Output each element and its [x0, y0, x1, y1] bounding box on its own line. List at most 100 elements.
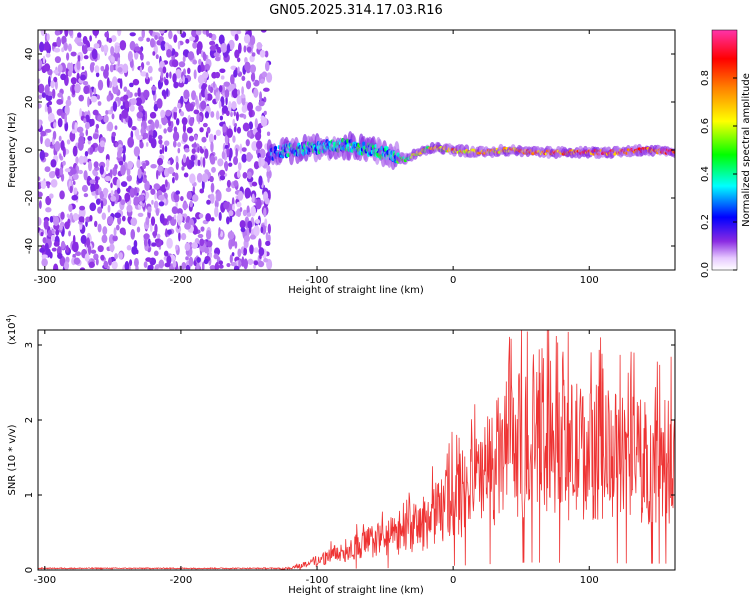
noise-speck: [233, 69, 238, 78]
noise-speck: [90, 118, 95, 126]
noise-speck: [263, 110, 267, 116]
noise-speck: [38, 200, 42, 209]
noise-speck: [192, 59, 198, 65]
noise-speck: [39, 150, 45, 161]
noise-speck: [94, 65, 100, 73]
noise-speck: [55, 169, 60, 177]
noise-speck: [258, 100, 265, 107]
noise-speck: [107, 215, 114, 225]
noise-speck: [247, 220, 253, 229]
noise-speck: [186, 156, 190, 165]
noise-speck: [53, 263, 59, 270]
colorbar-ticks: 0.0 0.2 0.4 0.6 0.8: [700, 70, 737, 278]
noise-speck: [66, 139, 71, 145]
noise-speck: [50, 234, 56, 242]
noise-speck: [110, 195, 117, 202]
noise-speck: [265, 240, 271, 246]
noise-speck: [94, 220, 98, 228]
noise-speck: [79, 205, 86, 211]
noise-speck: [106, 94, 111, 102]
noise-speck: [41, 92, 47, 98]
noise-speck: [95, 258, 99, 266]
noise-speck: [221, 151, 226, 160]
noise-speck: [83, 170, 88, 181]
noise-speck: [195, 30, 202, 36]
noise-speck: [119, 227, 126, 235]
noise-speck: [114, 163, 118, 170]
noise-speck: [197, 146, 200, 153]
noise-speck: [156, 169, 159, 180]
noise-speck: [92, 170, 99, 177]
noise-speck: [259, 91, 263, 102]
noise-speck: [105, 110, 109, 115]
noise-speck: [119, 113, 122, 121]
noise-speck: [99, 140, 106, 148]
noise-speck: [182, 75, 185, 84]
noise-speck: [153, 250, 159, 257]
noise-speck: [103, 68, 109, 79]
noise-speck: [185, 103, 192, 112]
noise-speck: [219, 115, 224, 121]
noise-speck: [158, 124, 162, 129]
noise-speck: [220, 42, 228, 53]
noise-speck: [40, 180, 47, 189]
noise-speck: [90, 182, 96, 193]
snr-y-tick-label: 1: [24, 492, 35, 498]
noise-speck: [261, 71, 268, 78]
noise-speck: [223, 201, 230, 210]
noise-speck: [173, 34, 178, 43]
spectrogram-y-ticks: -40 -20 0 20 40: [24, 48, 675, 254]
noise-speck: [117, 78, 122, 83]
noise-speck: [177, 147, 181, 154]
noise-speck: [155, 54, 159, 60]
noise-speck: [198, 213, 204, 219]
noise-speck: [98, 115, 104, 120]
noise-speck: [87, 232, 91, 238]
noise-speck: [173, 126, 178, 133]
noise-speck: [145, 216, 150, 226]
noise-speck: [114, 45, 119, 54]
noise-speck: [204, 88, 208, 98]
noise-speck: [97, 79, 104, 91]
noise-speck: [253, 161, 260, 170]
snr-y-multiplier: (x104): [5, 314, 18, 345]
noise-speck: [158, 67, 163, 72]
noise-speck: [199, 156, 204, 167]
noise-speck: [233, 111, 237, 117]
noise-speck: [223, 161, 228, 170]
noise-speck: [79, 107, 82, 118]
noise-speck: [244, 61, 251, 72]
noise-speck: [172, 260, 177, 268]
noise-speck: [210, 111, 215, 118]
noise-speck: [206, 199, 211, 205]
noise-speck: [210, 217, 215, 222]
noise-speck: [230, 238, 236, 247]
noise-speck: [251, 52, 256, 57]
noise-speck: [44, 104, 48, 113]
noise-speck: [145, 257, 152, 262]
spectrogram-y-axis-label: Frequency (Hz): [7, 112, 18, 188]
noise-speck: [242, 171, 248, 179]
noise-speck: [255, 140, 263, 150]
noise-speck: [243, 258, 249, 270]
noise-speck: [173, 106, 178, 113]
noise-speck: [132, 78, 140, 86]
noise-speck: [94, 193, 98, 200]
noise-speck: [199, 127, 204, 133]
noise-speck: [175, 69, 182, 79]
noise-speck: [208, 84, 211, 92]
noise-speck: [45, 52, 51, 58]
noise-speck: [56, 98, 63, 105]
noise-speck: [172, 177, 175, 184]
noise-speck: [135, 97, 143, 106]
noise-speck: [196, 172, 203, 183]
noise-speck: [126, 204, 133, 213]
noise-speck: [85, 129, 89, 136]
noise-speck: [44, 40, 50, 52]
noise-speck: [195, 160, 199, 167]
noise-speck: [60, 240, 66, 250]
noise-speck: [88, 261, 95, 268]
noise-speck: [234, 49, 240, 59]
noise-speck: [141, 30, 146, 39]
noise-speck: [100, 44, 105, 53]
